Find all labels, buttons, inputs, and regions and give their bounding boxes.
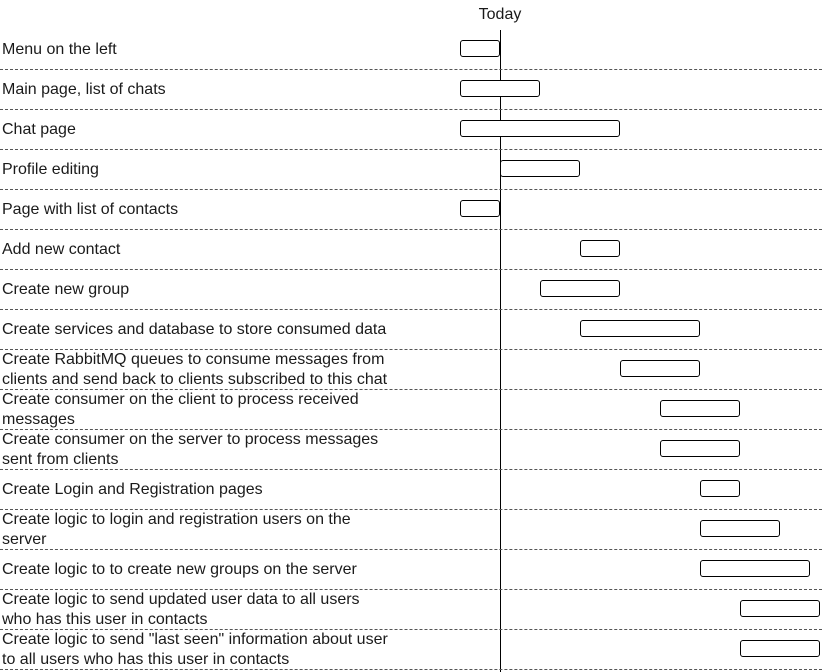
task-label: Create logic to send updated user data t… (2, 591, 360, 628)
task-label: Create consumer on the server to process… (2, 431, 379, 468)
task-bar[interactable] (740, 600, 820, 617)
row-divider (0, 349, 822, 350)
today-label: Today (478, 6, 522, 23)
task-bar[interactable] (620, 360, 700, 377)
task-label: Main page, list of chats (2, 81, 166, 98)
row-divider (0, 629, 822, 630)
row-divider (0, 149, 822, 150)
task-row: Create new group (0, 270, 822, 310)
row-divider (0, 469, 822, 470)
task-bar[interactable] (540, 280, 620, 297)
task-bar[interactable] (660, 440, 740, 457)
row-divider (0, 69, 822, 70)
task-row: Create RabbitMQ queues to consume messag… (0, 350, 822, 390)
task-bar[interactable] (500, 160, 580, 177)
task-label: Create Login and Registration pages (2, 481, 263, 498)
row-divider (0, 109, 822, 110)
task-label: Create services and database to store co… (2, 321, 387, 338)
task-bar[interactable] (580, 320, 700, 337)
task-label: Create logic to login and registration u… (2, 511, 351, 548)
task-row: Add new contact (0, 230, 822, 270)
task-row: Create logic to send updated user data t… (0, 590, 822, 630)
task-row: Create logic to send "last seen" informa… (0, 630, 822, 670)
row-divider (0, 549, 822, 550)
row-divider (0, 509, 822, 510)
task-bar[interactable] (460, 120, 620, 137)
task-row: Create consumer on the server to process… (0, 430, 822, 470)
row-divider (0, 429, 822, 430)
task-bar[interactable] (460, 80, 540, 97)
task-label: Profile editing (2, 161, 99, 178)
task-bar[interactable] (660, 400, 740, 417)
row-divider (0, 589, 822, 590)
task-row: Page with list of contacts (0, 190, 822, 230)
task-bar[interactable] (460, 40, 500, 57)
row-divider (0, 669, 822, 670)
task-row: Create services and database to store co… (0, 310, 822, 350)
task-row: Chat page (0, 110, 822, 150)
task-label: Create logic to to create new groups on … (2, 561, 357, 578)
task-bar[interactable] (700, 520, 780, 537)
task-bar[interactable] (700, 480, 740, 497)
task-label: Chat page (2, 121, 76, 138)
row-divider (0, 229, 822, 230)
task-row: Menu on the left (0, 30, 822, 70)
row-divider (0, 389, 822, 390)
task-label: Create consumer on the client to process… (2, 391, 359, 428)
row-divider (0, 269, 822, 270)
task-row: Create Login and Registration pages (0, 470, 822, 510)
task-row: Create logic to to create new groups on … (0, 550, 822, 590)
task-row: Profile editing (0, 150, 822, 190)
task-label: Menu on the left (2, 41, 117, 58)
task-bar[interactable] (460, 200, 500, 217)
task-label: Create logic to send "last seen" informa… (2, 631, 388, 668)
task-label: Create new group (2, 281, 130, 298)
today-marker-line (500, 30, 501, 672)
task-label: Page with list of contacts (2, 201, 179, 218)
task-label: Add new contact (2, 241, 121, 258)
task-bar[interactable] (580, 240, 620, 257)
task-row: Create consumer on the client to process… (0, 390, 822, 430)
task-bar[interactable] (740, 640, 820, 657)
task-row: Create logic to login and registration u… (0, 510, 822, 550)
row-divider (0, 189, 822, 190)
row-divider (0, 309, 822, 310)
task-bar[interactable] (700, 560, 810, 577)
task-label: Create RabbitMQ queues to consume messag… (2, 351, 388, 388)
task-row: Main page, list of chats (0, 70, 822, 110)
